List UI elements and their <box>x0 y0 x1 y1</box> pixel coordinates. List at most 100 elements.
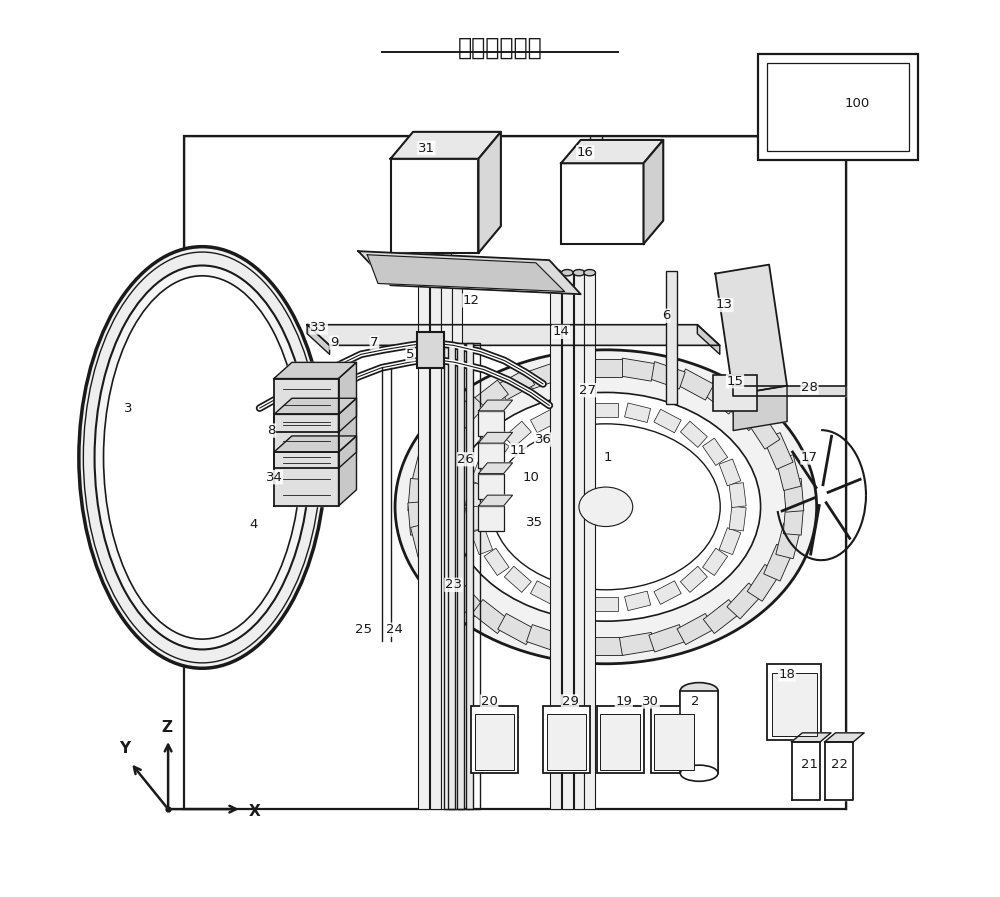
Text: 20: 20 <box>481 695 498 708</box>
Polygon shape <box>703 599 740 633</box>
Polygon shape <box>733 386 846 396</box>
Text: 19: 19 <box>615 695 632 708</box>
Polygon shape <box>776 523 801 559</box>
Polygon shape <box>729 483 746 508</box>
Text: 24: 24 <box>386 623 403 636</box>
Polygon shape <box>764 432 793 469</box>
Polygon shape <box>619 358 654 381</box>
Polygon shape <box>307 325 330 354</box>
Polygon shape <box>590 637 622 655</box>
Polygon shape <box>274 436 356 452</box>
Text: 6: 6 <box>662 309 670 322</box>
Polygon shape <box>339 362 356 432</box>
Polygon shape <box>825 742 853 800</box>
Polygon shape <box>478 463 513 474</box>
Bar <box>713 375 757 411</box>
Bar <box>448 343 455 809</box>
Polygon shape <box>594 597 618 611</box>
Polygon shape <box>478 400 513 411</box>
Ellipse shape <box>550 270 561 276</box>
Ellipse shape <box>95 266 310 649</box>
Polygon shape <box>764 544 793 581</box>
Polygon shape <box>339 398 356 468</box>
Text: 100: 100 <box>844 97 870 109</box>
Polygon shape <box>484 548 509 576</box>
Text: 2: 2 <box>691 695 700 708</box>
Polygon shape <box>792 733 831 742</box>
Polygon shape <box>625 591 651 611</box>
Polygon shape <box>478 132 501 253</box>
Text: 17: 17 <box>801 451 818 464</box>
Polygon shape <box>526 361 563 389</box>
Polygon shape <box>733 386 787 431</box>
Polygon shape <box>590 359 622 377</box>
Polygon shape <box>411 455 436 491</box>
Polygon shape <box>504 566 531 592</box>
Polygon shape <box>727 395 762 431</box>
Ellipse shape <box>561 270 573 276</box>
Text: 21: 21 <box>801 758 818 771</box>
Text: 4: 4 <box>249 518 258 531</box>
Bar <box>466 343 473 809</box>
Ellipse shape <box>451 393 761 621</box>
Polygon shape <box>307 325 720 345</box>
Ellipse shape <box>491 424 720 590</box>
Bar <box>478 443 504 468</box>
Text: 13: 13 <box>716 299 733 311</box>
Bar <box>478 506 504 531</box>
Text: 7: 7 <box>370 336 379 349</box>
Polygon shape <box>561 403 587 422</box>
Polygon shape <box>432 564 464 601</box>
Polygon shape <box>274 362 356 379</box>
Bar <box>418 273 429 809</box>
Polygon shape <box>697 325 720 354</box>
Bar <box>680 691 718 773</box>
Text: 14: 14 <box>553 326 569 338</box>
Text: 5: 5 <box>406 348 415 361</box>
Polygon shape <box>471 459 493 486</box>
Text: 31: 31 <box>418 142 435 154</box>
Ellipse shape <box>104 276 301 639</box>
Polygon shape <box>557 358 592 381</box>
Ellipse shape <box>584 270 596 276</box>
Ellipse shape <box>579 487 633 527</box>
Polygon shape <box>391 132 501 159</box>
Ellipse shape <box>440 270 452 276</box>
Polygon shape <box>649 361 685 389</box>
Bar <box>772 673 817 736</box>
Polygon shape <box>594 403 618 417</box>
Text: 25: 25 <box>355 623 372 636</box>
Text: 3: 3 <box>123 402 132 414</box>
Polygon shape <box>274 398 356 414</box>
Text: 29: 29 <box>562 695 578 708</box>
Bar <box>471 706 518 773</box>
Bar <box>562 273 573 809</box>
Polygon shape <box>792 742 820 800</box>
Polygon shape <box>367 255 565 292</box>
Polygon shape <box>719 459 741 486</box>
Polygon shape <box>466 483 483 508</box>
Polygon shape <box>783 501 804 536</box>
Text: 16: 16 <box>577 146 594 159</box>
Polygon shape <box>561 140 663 163</box>
Bar <box>550 273 561 809</box>
Ellipse shape <box>83 252 321 663</box>
Polygon shape <box>339 436 356 506</box>
Polygon shape <box>776 455 801 491</box>
Polygon shape <box>408 478 428 512</box>
Polygon shape <box>747 564 780 601</box>
Polygon shape <box>654 409 681 432</box>
Polygon shape <box>419 432 448 469</box>
Text: 26: 26 <box>457 453 474 466</box>
Polygon shape <box>504 422 531 448</box>
Polygon shape <box>703 438 728 466</box>
Text: 30: 30 <box>642 695 659 708</box>
Bar <box>651 706 697 773</box>
Bar <box>478 411 504 436</box>
Text: 自动分析装置: 自动分析装置 <box>458 36 542 60</box>
Text: 1: 1 <box>603 451 612 464</box>
Ellipse shape <box>451 270 463 276</box>
Polygon shape <box>358 251 581 294</box>
Bar <box>561 163 644 244</box>
Bar <box>547 714 586 770</box>
